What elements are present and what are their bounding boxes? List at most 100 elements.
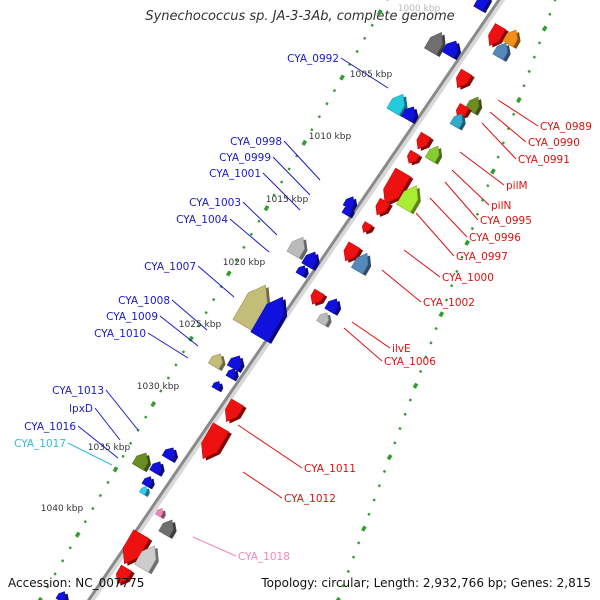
gene-arrow [310,288,325,305]
gene-arrow [316,312,329,327]
label-leader-line [283,140,321,181]
gene-label-left: CYA_0998 [230,136,282,148]
tick-dot [512,112,516,116]
gene-label-left: CYA_1013 [52,385,104,397]
gene-arrow [341,205,353,217]
label-leader-line [192,536,237,557]
gene-arrow [449,113,463,129]
gene-arrow [456,68,473,89]
label-leader-line [67,442,113,466]
gene-label-right: CYA_0997 [456,251,508,263]
tick-dot [438,311,445,318]
tick-dot [548,12,552,16]
genome-backbone [86,0,506,600]
label-leader-line [381,269,422,303]
label-leader-line [229,218,270,253]
gene-label-left: CYA_0999 [219,152,271,164]
gene-arrow [161,447,176,462]
tick-dot [429,341,433,345]
tick-dot [310,128,314,132]
gene-label-right: CYA_0995 [480,215,532,227]
tick-dot [112,466,119,473]
gene-label-right: CYA_1000 [442,272,494,284]
gene-arrow [400,106,416,123]
gene-label-left: CYA_1007 [144,261,196,273]
tick-dot [357,541,361,545]
tick-dot [53,572,57,576]
gene-arrow [207,353,223,370]
tick-dot [242,245,246,249]
gene-arrow [407,149,420,164]
gene-arrow [250,296,285,343]
gene-label-right: CYA_1011 [304,463,356,475]
tick-dot [464,239,470,246]
label-leader-line [403,249,441,278]
tick-dot [212,297,216,302]
tick-dot [68,546,72,550]
scale-tick-label: 1030 kbp [137,382,180,392]
backbone-shadow [87,0,506,600]
tick-dot [98,493,103,498]
gene-arrow [141,476,153,488]
tick-dot [496,155,500,159]
gene-arrow [416,131,432,150]
label-leader-line [242,471,283,499]
tick-dot [74,531,81,538]
tick-dot [377,484,381,488]
gene-arrow [361,221,373,233]
gene-label-right: pilN [491,200,511,212]
tick-dot [532,55,536,59]
genes-layer [55,0,521,600]
label-leader-line [459,151,505,186]
scale-tick-label: 1010 kbp [309,132,352,142]
gene-arrow [295,265,307,277]
tick-dot [501,141,505,145]
gene-arrow [375,197,391,216]
tick-dot [376,9,383,16]
label-leader-line [343,327,383,362]
tick-dot [372,498,376,502]
gene-arrow [211,381,221,391]
label-leader-line [444,181,479,221]
gene-label-right: CYA_0996 [469,232,521,244]
tick-dot [403,412,407,416]
tick-dot [537,41,542,45]
gene-label-left: lpxD [69,403,93,415]
tick-dot [351,555,356,559]
tick-dot [332,88,337,93]
gene-arrow [134,545,157,573]
tick-dot [382,469,387,474]
tick-dot [181,350,186,354]
gene-arrow [232,284,268,331]
tick-dot [398,426,402,431]
gene-label-left: CYA_1003 [189,197,241,209]
gene-label-right: CYA_1006 [384,356,436,368]
tick-dot [204,311,208,315]
gene-arrow [158,519,174,538]
tick-dot [83,519,87,524]
gene-label-left: CYA_1010 [94,328,146,340]
gene-label-left: CYA_1017 [14,438,66,450]
tick-dot [412,382,419,389]
gene-arrow [324,298,339,315]
tick-dot [317,115,322,119]
tick-dot [121,454,125,458]
label-leader-line [497,99,539,127]
scale-tick-label: 1035 kbp [88,443,131,453]
tick-dot [424,355,428,359]
label-leader-line [340,57,389,89]
tick-dot [553,0,557,2]
gene-label-left: CYA_1004 [176,214,228,226]
accession-text: Accession: NC_007775 [8,576,145,590]
tick-dot [37,596,43,600]
tick-dot [128,441,133,445]
tick-dot [434,326,438,331]
tick-dot [361,525,367,532]
map-title: Synechococcus sp. JA-3-3Ab, complete gen… [145,9,455,24]
tick-dot [257,219,261,223]
gene-label-right: pilM [506,180,528,192]
label-leader-line [351,321,391,349]
gene-label-right: CYA_1018 [238,551,290,563]
genome-summary-text: Topology: circular; Length: 2,932,766 bp… [261,576,591,590]
